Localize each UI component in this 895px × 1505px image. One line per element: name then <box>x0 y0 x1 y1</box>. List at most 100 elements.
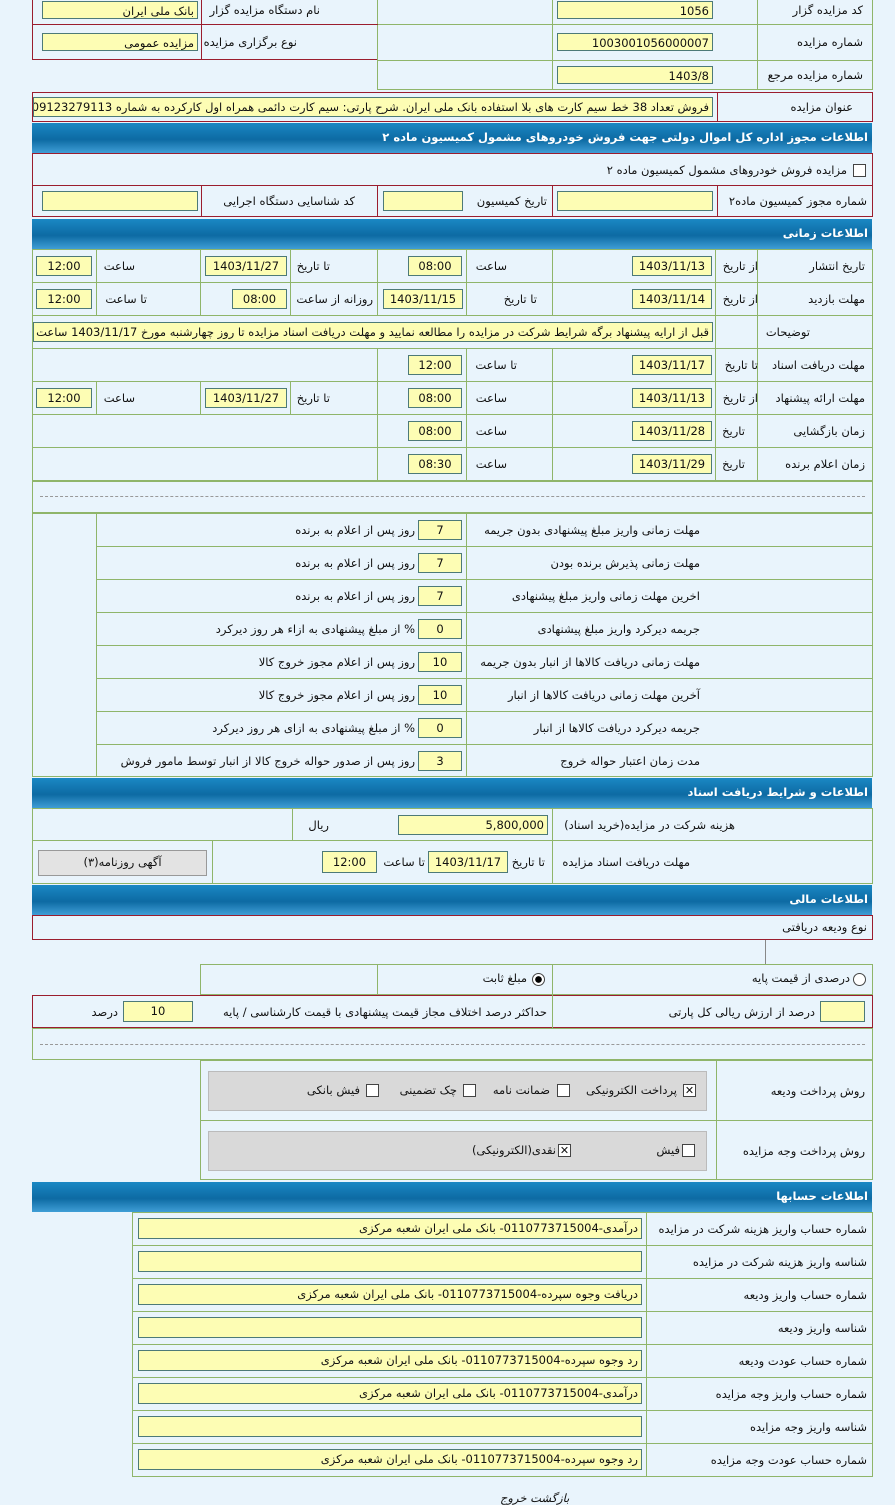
percent-value-field[interactable] <box>820 1001 865 1022</box>
auctioneer-code-field[interactable]: 1056 <box>557 1 713 19</box>
description-label: توضیحات <box>765 325 810 339</box>
account-field[interactable]: رد وجوه سپرده-0110773715004- بانک ملی ای… <box>138 1449 642 1470</box>
auctioneer-code-label: کد مزایده گزار <box>792 3 863 17</box>
docs-to-time[interactable]: 12:00 <box>408 355 462 375</box>
deposit-method-label: روش پرداخت ودیعه <box>770 1084 865 1098</box>
deadline-value-field[interactable]: 7 <box>418 520 462 540</box>
permit-number-label: شماره مجوز کمیسیون ماده۲ <box>728 194 867 208</box>
to-date-label: تا تاریخ <box>511 855 545 869</box>
newspaper-ad-button[interactable]: آگهی روزنامه(۳) <box>38 850 207 876</box>
visit-from-date[interactable]: 1403/11/14 <box>632 289 712 309</box>
offer-label: مهلت ارائه پیشنهاد <box>775 391 865 405</box>
account-field[interactable] <box>138 1251 642 1272</box>
to-time-label: تا ساعت <box>105 292 147 306</box>
auction-number-field[interactable]: 1003001056000007 <box>557 33 713 51</box>
visit-from-time[interactable]: 08:00 <box>232 289 287 309</box>
percent-of-value-label: درصد از ارزش ریالی کل پارتی <box>668 1005 815 1019</box>
deadline-label: مهلت زمانی دریافت کالاها از انبار بدون ج… <box>480 655 700 669</box>
publish-to-date[interactable]: 1403/11/27 <box>205 256 287 276</box>
permit-number-field[interactable] <box>557 191 713 211</box>
guarantee-checkbox[interactable] <box>557 1084 570 1097</box>
commission-date-field[interactable] <box>383 191 463 211</box>
publish-from-date[interactable]: 1403/11/13 <box>632 256 712 276</box>
visit-to-time[interactable]: 12:00 <box>36 289 92 309</box>
ref-number-field[interactable]: 1403/8 <box>557 66 713 84</box>
exit-link[interactable]: خروج <box>500 1491 527 1505</box>
account-label: شماره حساب واریز ودیعه <box>743 1288 867 1302</box>
certified-check-checkbox[interactable] <box>463 1084 476 1097</box>
account-field[interactable]: رد وجوه سپرده-0110773715004- بانک ملی ای… <box>138 1350 642 1371</box>
docs-to-time[interactable]: 12:00 <box>322 851 377 873</box>
deadline-value-field[interactable]: 0 <box>418 619 462 639</box>
commission-checkbox[interactable] <box>853 164 866 177</box>
payment-methods-group <box>208 1131 707 1171</box>
offer-to-date[interactable]: 1403/11/27 <box>205 388 287 408</box>
fee-label: هزینه شرکت در مزایده(خرید اسناد) <box>564 818 735 832</box>
electronic-payment-checkbox[interactable]: ✕ <box>683 1084 696 1097</box>
account-field[interactable]: درآمدی-0110773715004- بانک ملی ایران شعب… <box>138 1383 642 1404</box>
publish-from-time[interactable]: 08:00 <box>408 256 462 276</box>
account-label: شماره حساب واریز هزینه شرکت در مزایده <box>658 1222 867 1236</box>
docs-deadline-label: مهلت دریافت اسناد <box>772 358 865 372</box>
offer-from-date[interactable]: 1403/11/13 <box>632 388 712 408</box>
fixed-option-label: مبلغ ثابت <box>482 971 527 985</box>
agency-code-field[interactable] <box>42 191 198 211</box>
visit-label: مهلت بازدید <box>808 292 865 306</box>
visit-to-date[interactable]: 1403/11/15 <box>383 289 463 309</box>
payment-method-label: روش پرداخت وجه مزایده <box>742 1144 865 1158</box>
description-field[interactable]: قبل از ارایه پیشنهاد برگه شرایط شرکت در … <box>33 322 713 342</box>
to-date-label: تا تاریخ <box>296 259 330 273</box>
checkbox-label: فیش <box>656 1143 680 1157</box>
account-label: شماره حساب عودت ودیعه <box>738 1354 867 1368</box>
ref-number-label: شماره مزایده مرجع <box>767 68 863 82</box>
checkbox-label: فیش بانکی <box>306 1083 360 1097</box>
max-diff-label: حداکثر درصد اختلاف مجاز قیمت پیشنهادی با… <box>222 1005 547 1019</box>
max-diff-field[interactable]: 10 <box>123 1001 193 1022</box>
account-field[interactable]: درآمدی-0110773715004- بانک ملی ایران شعب… <box>138 1218 642 1239</box>
docs-to-date[interactable]: 1403/11/17 <box>632 355 712 375</box>
winner-date[interactable]: 1403/11/29 <box>632 454 712 474</box>
deadline-value-field[interactable]: 10 <box>418 652 462 672</box>
time-label: ساعت <box>475 391 507 405</box>
fixed-amount-radio[interactable] <box>532 973 545 986</box>
bank-slip-checkbox[interactable] <box>366 1084 379 1097</box>
auction-type-field[interactable]: مزایده عمومی <box>42 33 198 51</box>
winner-label: زمان اعلام برنده <box>785 457 865 471</box>
timing-section-header: اطلاعات زمانی <box>32 219 872 249</box>
deadline-value-field[interactable]: 10 <box>418 685 462 705</box>
account-label: شناسه واریز ودیعه <box>777 1321 867 1335</box>
slip-checkbox[interactable] <box>682 1144 695 1157</box>
deadline-value-field[interactable]: 3 <box>418 751 462 771</box>
time-label: ساعت <box>475 457 507 471</box>
account-field[interactable]: دریافت وجوه سپرده-0110773715004- بانک مل… <box>138 1284 642 1305</box>
opening-date[interactable]: 1403/11/28 <box>632 421 712 441</box>
percent-radio[interactable] <box>853 973 866 986</box>
docs-deadline-label: مهلت دریافت اسناد مزایده <box>562 855 690 869</box>
auctioneer-name-label: نام دستگاه مزایده گزار <box>209 3 320 17</box>
docs-to-date[interactable]: 1403/11/17 <box>428 851 508 873</box>
auctioneer-name-field[interactable]: بانک ملی ایران <box>42 1 198 19</box>
opening-time[interactable]: 08:00 <box>408 421 462 441</box>
title-field[interactable]: فروش تعداد 38 خط سیم کارت های بلا استفاد… <box>33 97 713 117</box>
commission-checkbox-label: مزایده فروش خودروهای مشمول کمیسیون ماده … <box>606 163 847 177</box>
daily-from-time-label: روزانه از ساعت <box>296 292 373 306</box>
account-field[interactable] <box>138 1317 642 1338</box>
offer-from-time[interactable]: 08:00 <box>408 388 462 408</box>
account-field[interactable] <box>138 1416 642 1437</box>
deadline-unit: روز پس از صدور حواله خروج کالا از انبار … <box>120 754 415 768</box>
publish-to-time[interactable]: 12:00 <box>36 256 92 276</box>
deadline-value-field[interactable]: 7 <box>418 586 462 606</box>
deadline-value-field[interactable]: 0 <box>418 718 462 738</box>
fee-field[interactable]: 5,800,000 <box>398 815 548 835</box>
to-date-label: تا تاریخ <box>296 391 330 405</box>
cash-electronic-checkbox[interactable]: ✕ <box>558 1144 571 1157</box>
deadline-unit: روز پس از اعلام به برنده <box>295 556 415 570</box>
deadline-value-field[interactable]: 7 <box>418 553 462 573</box>
winner-time[interactable]: 08:30 <box>408 454 462 474</box>
back-link[interactable]: بازگشت <box>530 1491 570 1505</box>
offer-to-time[interactable]: 12:00 <box>36 388 92 408</box>
from-date-label: از تاریخ <box>722 391 758 405</box>
deadline-label: جریمه دیرکرد واریز مبلغ پیشنهادی <box>537 622 700 636</box>
account-label: شماره حساب واریز وجه مزایده <box>715 1387 867 1401</box>
deadline-label: جریمه دیرکرد دریافت کالاها از انبار <box>533 721 700 735</box>
